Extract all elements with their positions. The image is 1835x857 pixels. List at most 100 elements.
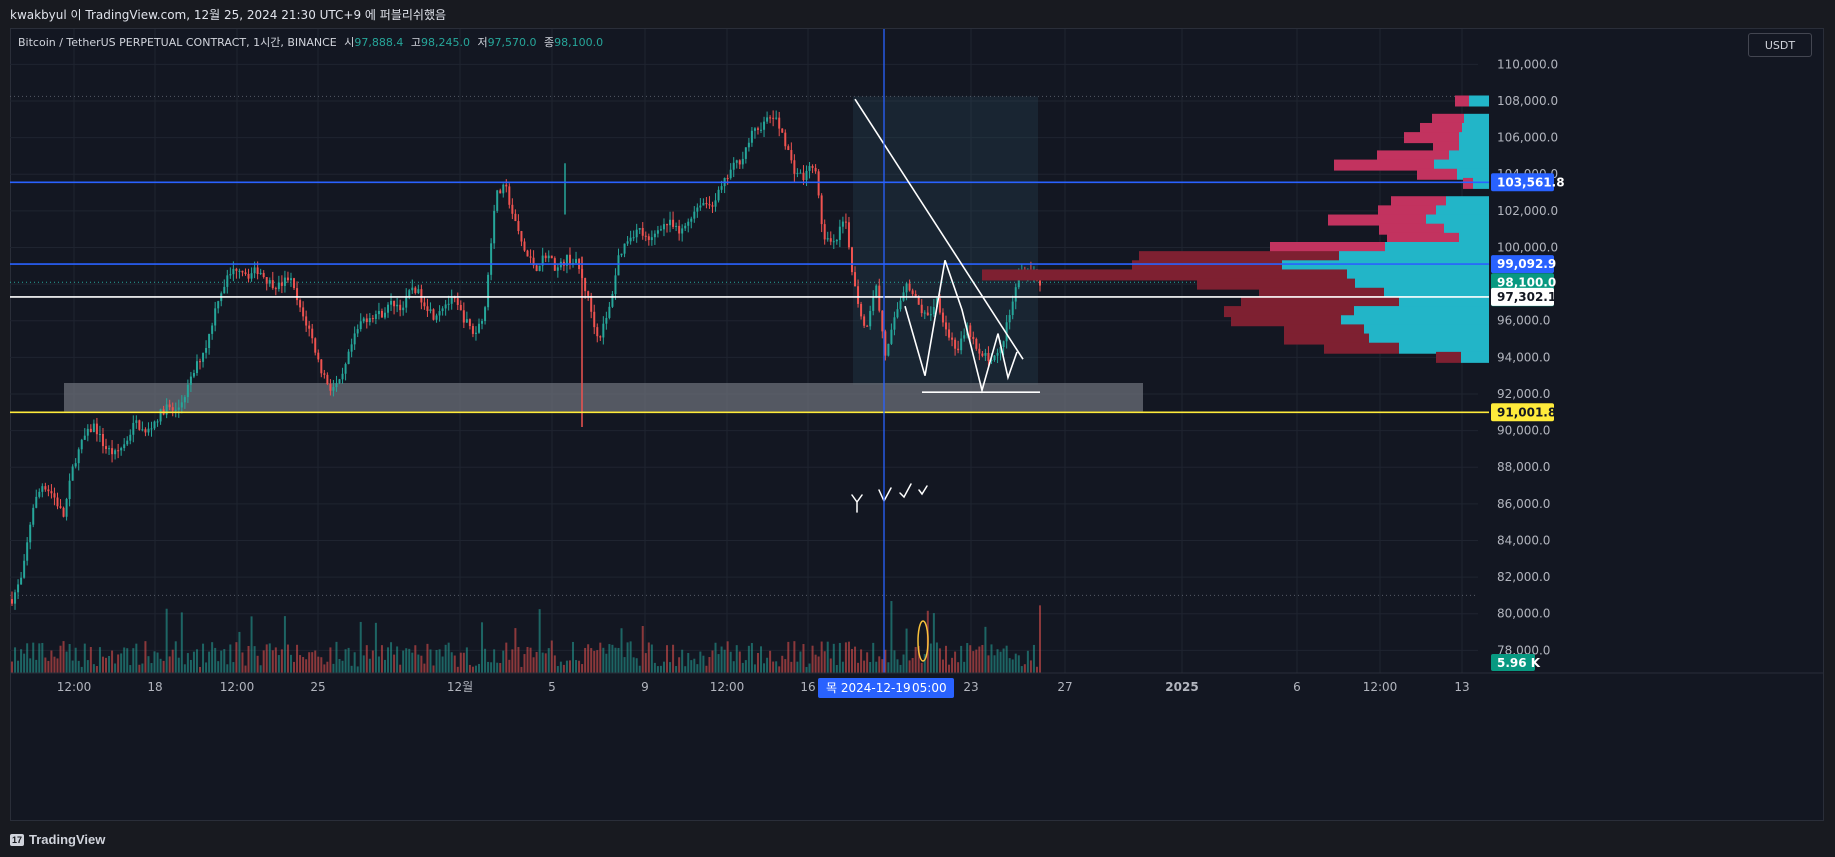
volume-bar — [259, 665, 262, 673]
profile-bar-down — [1420, 122, 1462, 134]
tradingview-logo[interactable]: 17 TradingView — [10, 832, 105, 847]
volume-bar — [653, 662, 656, 673]
candle-body — [29, 524, 32, 543]
candle-body — [244, 272, 247, 274]
volume-bar — [111, 650, 114, 673]
candle-body — [274, 288, 277, 290]
candle-body — [214, 308, 217, 326]
candle-body — [356, 329, 359, 334]
volume-bar — [993, 655, 996, 673]
candle-body — [120, 448, 123, 451]
candle-body — [250, 273, 253, 279]
volume-bar — [914, 647, 917, 673]
volume-bar — [693, 658, 696, 673]
volume-bar — [720, 646, 723, 673]
x-tick-label: 23 — [963, 680, 978, 694]
candle-body — [235, 268, 238, 271]
candle-body — [396, 304, 399, 307]
candle-body — [147, 428, 150, 433]
volume-bar — [408, 648, 411, 673]
volume-bar — [702, 655, 705, 673]
volume-bar — [741, 662, 744, 673]
y-tick-label: 84,000.0 — [1497, 533, 1550, 547]
candle-body — [453, 297, 456, 299]
volume-bar — [1008, 658, 1011, 673]
volume-bar — [990, 644, 993, 673]
volume-bar — [186, 653, 189, 673]
volume-bar — [887, 662, 890, 673]
candle-body — [826, 238, 829, 240]
candle-body — [92, 423, 95, 433]
volume-bar — [77, 660, 80, 673]
volume-bar — [159, 658, 162, 673]
volume-bar — [32, 642, 35, 673]
volume-bar — [690, 660, 693, 673]
candle-body — [538, 265, 541, 271]
candle-body — [183, 397, 186, 403]
candle-body — [68, 480, 71, 500]
volume-bar — [177, 657, 180, 673]
candle-body — [153, 421, 156, 429]
candle-body — [850, 247, 853, 273]
candle-body — [587, 291, 590, 296]
volume-bar — [802, 644, 805, 673]
price-tag-white-level — [1491, 287, 1554, 306]
currency-button[interactable]: USDT — [1748, 33, 1812, 57]
volume-bar — [380, 645, 383, 673]
candle-body — [144, 429, 147, 433]
candle-body — [1014, 287, 1017, 302]
volume-bar — [414, 645, 417, 673]
profile-bar-up — [1459, 232, 1489, 244]
volume-bar — [756, 653, 759, 673]
candle-body — [920, 304, 923, 314]
candle-body — [320, 359, 323, 374]
candle-body — [305, 316, 308, 326]
volume-bar — [53, 656, 56, 673]
volume-bar — [869, 661, 872, 673]
candle-body — [847, 222, 850, 248]
volume-bar — [359, 621, 362, 673]
candle-body — [350, 344, 353, 352]
handwritten-marks — [851, 483, 928, 513]
candle-body — [520, 231, 523, 242]
volume-bar — [614, 647, 617, 673]
candle-body — [471, 326, 474, 334]
candle-body — [729, 169, 732, 179]
volume-bar — [578, 660, 581, 673]
candle-body — [265, 277, 268, 284]
volume-bar — [738, 651, 741, 673]
profile-bar-up — [1444, 223, 1489, 235]
volume-bar — [672, 644, 675, 673]
volume-bar — [50, 650, 53, 673]
volume-bar — [620, 628, 623, 673]
candle-body — [241, 270, 244, 273]
candle-body — [948, 329, 951, 338]
price-tag-mid-level — [1491, 255, 1554, 274]
volume-bar — [41, 642, 44, 673]
candle-body — [911, 290, 914, 294]
volume-bar — [350, 665, 353, 673]
volume-bar — [838, 642, 841, 673]
candle-body — [590, 295, 593, 312]
volume-bar — [323, 664, 326, 673]
candle-body — [150, 428, 153, 430]
volume-bar — [829, 658, 832, 673]
profile-bar-up — [1399, 296, 1489, 308]
volume-bar — [189, 659, 192, 673]
volume-bar — [253, 646, 256, 673]
profile-bar-down — [1197, 278, 1355, 290]
price-tag-label: 98,100.0 — [1497, 275, 1556, 289]
volume-bar — [872, 642, 875, 673]
candle-body — [44, 486, 47, 490]
candle-body — [929, 314, 932, 316]
candle-body — [899, 300, 902, 310]
profile-bar-down — [1231, 315, 1341, 327]
profile-bar-up — [1385, 241, 1489, 253]
volume-bar — [878, 656, 881, 673]
volume-bar — [805, 666, 808, 673]
candle-body — [884, 331, 887, 356]
candle-body — [441, 308, 444, 312]
y-tick-label: 102,000.0 — [1497, 204, 1558, 218]
candle-body — [53, 493, 56, 498]
